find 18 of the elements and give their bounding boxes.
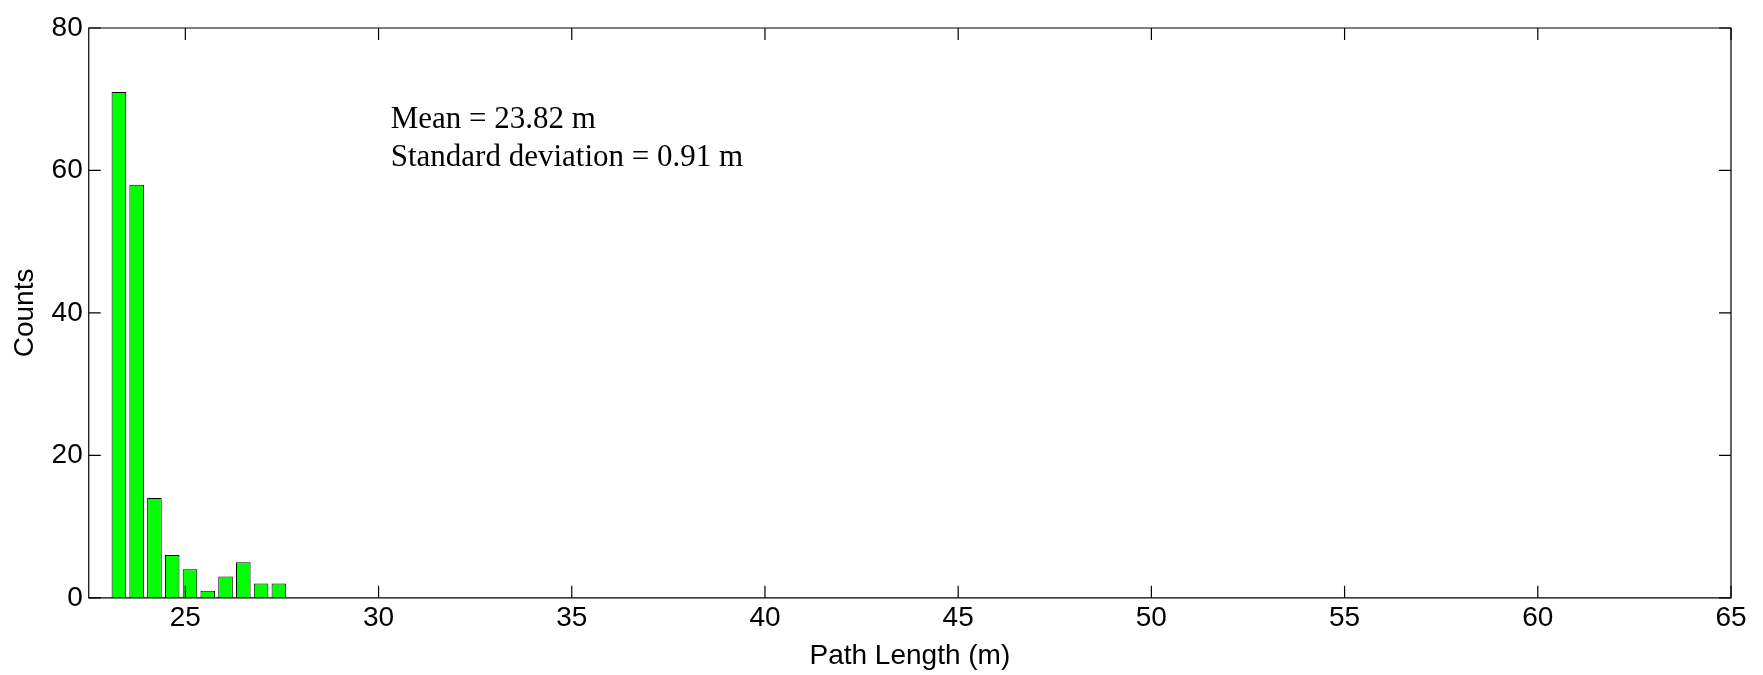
x-tick-label: 25 bbox=[169, 601, 201, 633]
x-tick-label: 45 bbox=[942, 601, 974, 633]
x-tick-label: 30 bbox=[362, 601, 395, 633]
x-tick-label: 55 bbox=[1329, 601, 1361, 633]
annotation: Mean = 23.82 m bbox=[390, 100, 596, 135]
x-tick-label: 35 bbox=[556, 601, 588, 633]
y-tick-label: 60 bbox=[51, 153, 83, 185]
x-tick-label: 40 bbox=[749, 601, 781, 633]
y-axis-title: Counts bbox=[7, 268, 39, 358]
x-axis-title: Path Length (m) bbox=[809, 638, 1011, 670]
y-tick-label: 0 bbox=[67, 580, 83, 612]
annotation: Standard deviation = 0.91 m bbox=[390, 138, 744, 173]
y-tick-label: 20 bbox=[51, 438, 83, 470]
x-tick-label: 60 bbox=[1522, 601, 1554, 633]
x-tick-label: 50 bbox=[1135, 601, 1167, 633]
y-tick-label: 80 bbox=[51, 10, 83, 42]
x-tick-label: 65 bbox=[1715, 601, 1747, 633]
y-tick-label: 40 bbox=[51, 295, 83, 327]
